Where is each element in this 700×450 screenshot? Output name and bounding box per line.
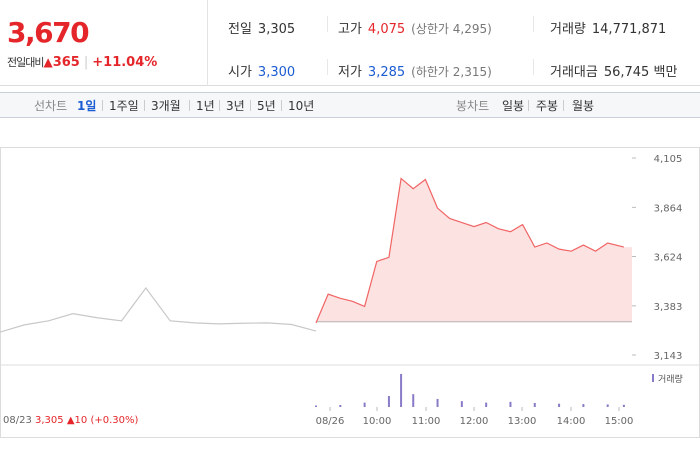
- today-line: [315, 177, 625, 324]
- tab-daily-candle[interactable]: 일봉: [502, 99, 525, 113]
- line-chart-label: 선차트: [34, 99, 68, 113]
- volume-bar: [485, 402, 488, 407]
- volume-bar: [363, 402, 366, 407]
- tab-3month[interactable]: 3개월: [151, 99, 181, 113]
- open-value: 3,300: [257, 65, 296, 80]
- prev-close-value: 3,305: [257, 22, 296, 37]
- current-price-box: 3,670 전일대비▲365 | +11.04%: [0, 0, 208, 86]
- price-header: 3,670 전일대비▲365 | +11.04% 전일 3,305 시가 3,300 고…: [0, 0, 700, 86]
- x-tick-label: 14:00: [557, 416, 586, 427]
- tab-weekly-candle[interactable]: 주봉: [536, 99, 559, 113]
- tab-10year[interactable]: 10년: [288, 99, 315, 113]
- tab-monthly-candle[interactable]: 월봉: [572, 99, 595, 113]
- volume-bar: [460, 401, 463, 407]
- trade-amount: 거래대금 56,745 백만: [550, 61, 677, 80]
- tab-1week[interactable]: 1주일: [109, 99, 139, 113]
- volume-bar: [558, 403, 561, 407]
- candle-chart-label: 봉차트: [456, 99, 490, 113]
- y-tick-label: 3,383: [654, 302, 683, 313]
- volume-bar: [412, 394, 415, 407]
- volume: 거래량 14,771,871: [550, 18, 666, 37]
- x-tick-label: 11:00: [412, 416, 441, 427]
- upper-limit: (상한가 4,295): [411, 22, 492, 36]
- tab-1year[interactable]: 1년: [196, 99, 215, 113]
- high-price: 고가 4,075 (상한가 4,295): [338, 18, 492, 37]
- volume-bar: [339, 404, 342, 407]
- tab-1day[interactable]: 1일: [77, 99, 97, 113]
- open-price: 시가 3,300: [228, 61, 295, 80]
- period-bar: 선차트 1일 1주일 3개월 1년 3년 5년 10년 봉차트 일봉 주봉 월봉: [0, 92, 700, 118]
- volume-bar: [400, 374, 403, 407]
- prev-day-line: [0, 287, 317, 333]
- low-label: 저가: [338, 65, 362, 80]
- prev-day-change-pct: (+0.30%): [90, 415, 139, 426]
- volume-bar: [387, 396, 390, 407]
- volume-bar: [509, 401, 512, 407]
- y-tick-label: 3,624: [654, 253, 683, 264]
- volume-bar: [533, 402, 536, 407]
- amount-value: 56,745: [603, 65, 650, 80]
- high-value: 4,075: [367, 22, 406, 37]
- volume-legend-icon: [652, 374, 654, 382]
- amount-unit: 백만: [653, 65, 678, 80]
- volume-bar: [582, 404, 585, 407]
- price-chart[interactable]: 4,105 3,864 3,624 3,383 3,143 거래량 08/26 10:00 11…: [0, 118, 700, 450]
- high-label: 고가: [338, 22, 362, 37]
- volume-label: 거래량: [550, 22, 586, 37]
- x-tick-label: 10:00: [363, 416, 392, 427]
- x-tick-label: 12:00: [460, 416, 489, 427]
- up-arrow-icon: ▲: [43, 55, 53, 69]
- tab-3year[interactable]: 3년: [226, 99, 245, 113]
- change-label: 전일대비: [7, 56, 44, 69]
- y-tick-label: 4,105: [654, 154, 683, 165]
- prev-day-change: 10: [74, 415, 88, 426]
- lower-limit: (하한가 2,315): [411, 65, 492, 79]
- current-price: 3,670: [7, 16, 90, 49]
- prev-day-date: 08/23: [3, 415, 32, 426]
- volume-bar: [606, 404, 609, 407]
- today-area: [316, 178, 632, 323]
- prev-day-close: 3,305: [35, 415, 64, 426]
- open-label: 시가: [228, 65, 252, 80]
- volume-bar: [315, 405, 317, 407]
- change-row: 전일대비▲365 | +11.04%: [7, 55, 158, 70]
- prev-day-summary: 08/23 3,305 ▲10 (+0.30%): [3, 415, 138, 426]
- x-tick-label: 08/26: [316, 416, 345, 427]
- x-tick-label: 15:00: [605, 416, 634, 427]
- low-value: 3,285: [367, 65, 406, 80]
- volume-bar: [622, 404, 625, 407]
- volume-value: 14,771,871: [591, 22, 667, 37]
- prev-day-up-arrow-icon: ▲: [66, 415, 75, 426]
- low-price: 저가 3,285 (하한가 2,315): [338, 61, 492, 80]
- x-tick-label: 13:00: [508, 416, 537, 427]
- prev-close: 전일 3,305: [228, 18, 295, 37]
- volume-bar: [436, 398, 439, 407]
- volume-legend-label: 거래량: [658, 373, 683, 385]
- tab-5year[interactable]: 5년: [257, 99, 276, 113]
- y-tick-label: 3,143: [654, 351, 683, 362]
- change-percent: +11.04%: [92, 55, 158, 70]
- y-tick-label: 3,864: [654, 203, 683, 214]
- amount-label: 거래대금: [550, 65, 598, 80]
- change-value: 365: [52, 55, 80, 70]
- prev-close-label: 전일: [228, 22, 252, 37]
